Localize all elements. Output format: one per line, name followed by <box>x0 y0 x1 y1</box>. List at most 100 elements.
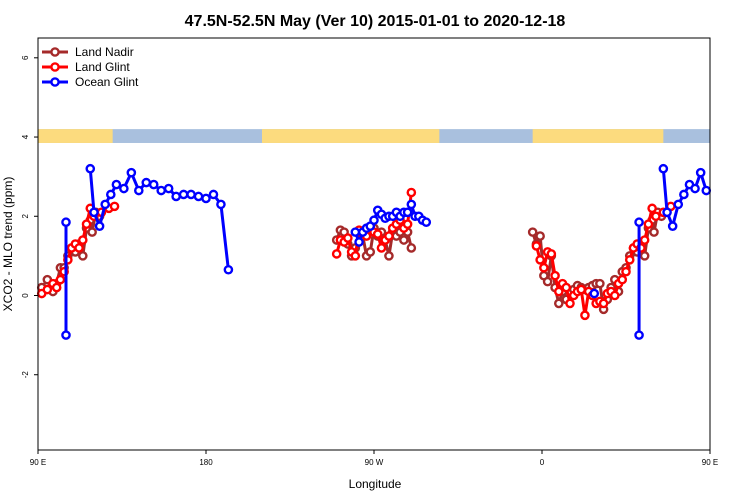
data-point <box>369 215 379 226</box>
data-point <box>119 183 129 194</box>
data-point <box>402 219 413 229</box>
data-point <box>406 199 417 210</box>
data-point <box>156 185 166 196</box>
y-tick-label: 4 <box>21 134 30 139</box>
data-point <box>539 262 549 273</box>
data-point <box>148 179 159 190</box>
plot-frame <box>37 37 711 451</box>
data-point <box>639 251 650 261</box>
legend-item: Land Glint <box>42 60 130 74</box>
x-axis: 90 E 180 90 W 0 90 E <box>30 450 718 467</box>
data-point <box>580 310 590 321</box>
legend-item: Ocean Glint <box>42 75 139 89</box>
land-band-segment <box>38 129 113 143</box>
data-point <box>542 276 553 287</box>
data-point <box>376 243 387 253</box>
data-point <box>372 229 383 239</box>
data-point <box>701 185 712 196</box>
y-tick-label: 2 <box>21 213 30 218</box>
data-point <box>639 235 650 245</box>
data-point <box>109 201 120 212</box>
data-point <box>550 270 560 281</box>
data-point <box>106 189 116 200</box>
x-tick-label: 180 <box>199 458 213 467</box>
legend-item: Land Nadir <box>42 45 134 59</box>
data-point <box>647 203 657 214</box>
data-point <box>350 227 361 237</box>
data-point <box>126 167 137 178</box>
y-axis-label: XCO2 - MLO trend (ppm) <box>1 177 15 312</box>
data-point <box>216 199 226 210</box>
data-point <box>643 219 654 229</box>
data-point <box>576 284 587 295</box>
data-point <box>55 274 66 285</box>
data-point <box>402 207 413 218</box>
data-point <box>89 207 99 218</box>
data-point <box>649 227 659 237</box>
legend-label: Ocean Glint <box>75 75 139 89</box>
legend-marker <box>50 62 60 72</box>
series-layer <box>36 163 712 340</box>
data-point <box>546 249 557 259</box>
data-point <box>78 251 88 261</box>
data-point <box>384 231 394 241</box>
data-point <box>399 235 409 245</box>
data-point <box>61 217 71 228</box>
data-point <box>365 247 376 257</box>
y-tick-label: 6 <box>21 55 30 60</box>
data-point <box>658 163 669 174</box>
data-point <box>186 189 196 200</box>
data-point <box>193 191 204 202</box>
data-point <box>535 231 545 241</box>
data-point <box>42 284 53 295</box>
x-tick-label: 90 W <box>365 458 384 467</box>
chart-title: 47.5N-52.5N May (Ver 10) 2015-01-01 to 2… <box>185 13 566 30</box>
data-point <box>223 264 234 275</box>
data-point <box>74 243 84 253</box>
data-point <box>141 177 152 188</box>
data-point <box>61 330 71 340</box>
data-point <box>565 298 575 309</box>
data-point <box>535 255 545 265</box>
data-point <box>94 221 105 231</box>
data-point <box>133 185 144 196</box>
data-point <box>100 199 110 210</box>
data-point <box>621 266 631 277</box>
data-point <box>610 290 620 301</box>
data-point <box>85 163 96 174</box>
data-point <box>554 286 564 297</box>
data-point <box>87 227 97 237</box>
data-point <box>201 193 211 204</box>
data-point <box>406 187 417 198</box>
x-tick-label: 90 E <box>702 458 718 467</box>
data-point <box>634 330 644 340</box>
data-point <box>78 235 88 245</box>
land-ocean-band <box>38 129 710 143</box>
data-point <box>406 243 417 253</box>
x-axis-label: Longitude <box>349 477 402 491</box>
legend-marker <box>50 77 60 87</box>
data-point <box>695 167 706 178</box>
data-point <box>111 179 122 190</box>
data-point <box>667 221 678 231</box>
data-point <box>350 251 361 261</box>
data-point <box>531 241 542 251</box>
data-point <box>617 274 628 285</box>
data-point <box>662 207 672 218</box>
series-land-glint <box>36 187 676 321</box>
data-point <box>384 251 394 261</box>
legend-label: Land Glint <box>75 60 130 74</box>
data-point <box>178 189 189 200</box>
data-point <box>651 211 661 222</box>
series-line <box>88 168 230 270</box>
legend-marker <box>50 47 60 57</box>
data-point <box>679 189 689 200</box>
data-point <box>171 191 181 202</box>
land-band-segment <box>262 129 440 143</box>
data-point <box>561 282 572 293</box>
data-point <box>354 237 364 247</box>
data-point <box>673 199 684 210</box>
data-point <box>690 183 700 194</box>
